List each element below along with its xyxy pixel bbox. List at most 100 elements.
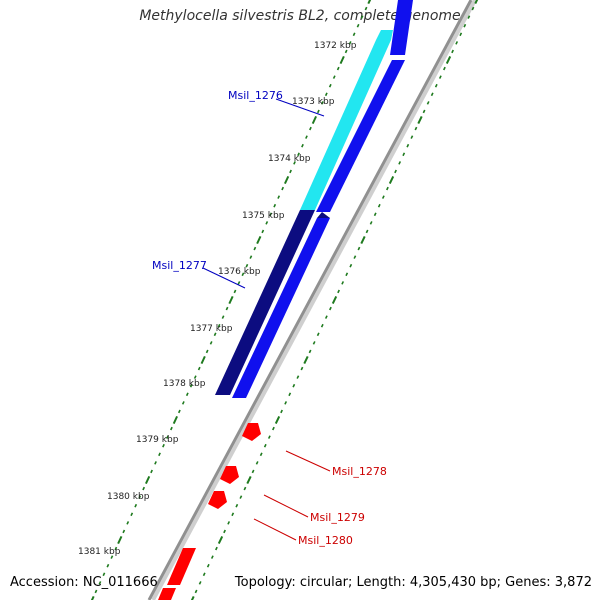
scale-tick [308,349,312,354]
scale-tick [474,0,479,5]
gene-label[interactable]: Msil_1277 [152,259,207,272]
scale-label: 1378 kbp [163,379,206,389]
scale-tick [337,289,340,294]
scale-tick [190,595,195,600]
scale-tick [309,126,312,131]
scale-tick [213,332,217,337]
scale-label: 1379 kbp [136,435,179,445]
gene-blue-top[interactable] [390,0,413,55]
scale-tick [261,229,265,234]
scale-tick [231,512,235,517]
scale-tick [269,212,273,217]
scale-tick [344,49,348,54]
scale-tick [357,246,361,251]
scale-tick [181,401,185,405]
scale-tick [189,383,193,388]
gene-blue-2-arrow[interactable] [317,212,330,218]
gene-msil-1277[interactable] [215,210,315,395]
scale-tick [312,341,316,345]
scale-tick [329,306,332,311]
scale-tick [277,195,281,199]
gene-msil-1280[interactable] [208,491,227,509]
scale-tick [296,375,300,379]
scale-tick [193,375,197,379]
scale-tick [185,392,189,397]
scale-tick [162,443,165,448]
scale-tick [365,229,369,234]
scale-tick [237,281,241,285]
scale-tick [377,203,381,208]
scale-tick [106,563,110,568]
scale-tick [280,409,283,414]
gene-label[interactable]: Msil_1276 [228,89,283,102]
scale-tick [284,175,290,185]
scale-tick [256,235,262,245]
scale-tick [324,315,328,319]
scale-tick [360,15,364,19]
scale-tick [417,115,423,125]
scale-tick [301,143,304,148]
gene-leader-line [202,267,246,289]
scale-tick [386,186,389,191]
scale-label: 1377 kbp [190,324,233,334]
gene-blue-1[interactable] [316,60,405,212]
scale-tick [316,332,320,337]
scale-tick [215,546,218,551]
scale-tick [267,435,271,439]
scale-tick [305,135,308,139]
scale-tick [273,203,277,208]
gene-red-bottom-2[interactable] [158,588,176,600]
scale-tick [311,115,317,125]
scale-tick [471,6,475,11]
scale-tick [300,366,304,371]
scale-tick [272,426,275,431]
scale-tick [328,83,332,88]
scale-tick [402,152,406,157]
gene-msil-1279[interactable] [220,466,239,484]
gene-red-bottom-1[interactable] [167,548,196,585]
scale-tick [341,281,345,285]
genome-backbone-shadow [151,0,477,600]
scale-tick [227,521,231,525]
gene-blue-2[interactable] [232,218,330,398]
gene-msil-1276-arrow[interactable] [376,30,393,40]
scale-label: 1381 kbp [78,547,121,557]
scale-tick [158,452,161,457]
gene-label[interactable]: Msil_1279 [310,511,365,524]
scale-tick [434,83,438,88]
gene-msil-1276[interactable] [300,40,391,210]
scale-tick [367,0,372,5]
scale-tick [438,75,442,79]
gene-label[interactable]: Msil_1280 [298,534,353,547]
scale-tick [251,469,255,474]
scale-tick [177,409,181,414]
gene-leader-line [285,450,331,472]
scale-tick [172,415,178,425]
scale-tick [394,169,397,174]
scale-tick [463,23,467,28]
scale-tick [217,323,221,328]
scale-tick [217,535,224,545]
scale-label: 1373 kbp [292,97,335,107]
scale-tick [336,66,340,71]
scale-tick [259,452,263,457]
scale-tick [243,486,247,491]
scale-tick [225,306,229,311]
scale-label: 1376 kbp [218,267,261,277]
scale-tick [235,503,239,508]
scale-tick [332,75,336,79]
scale-tick [293,161,296,165]
gene-leader-line [253,518,297,541]
scale-tick [166,435,169,439]
scale-tick [360,235,366,245]
scale-tick [292,383,296,388]
gene-msil-1278[interactable] [242,423,261,441]
scale-tick [410,135,414,139]
scale-tick [303,355,309,365]
scale-tick [281,186,285,191]
scale-tick [223,529,226,534]
scale-tick [398,161,402,165]
gene-label[interactable]: Msil_1278 [332,465,387,478]
scale-tick [228,295,234,305]
